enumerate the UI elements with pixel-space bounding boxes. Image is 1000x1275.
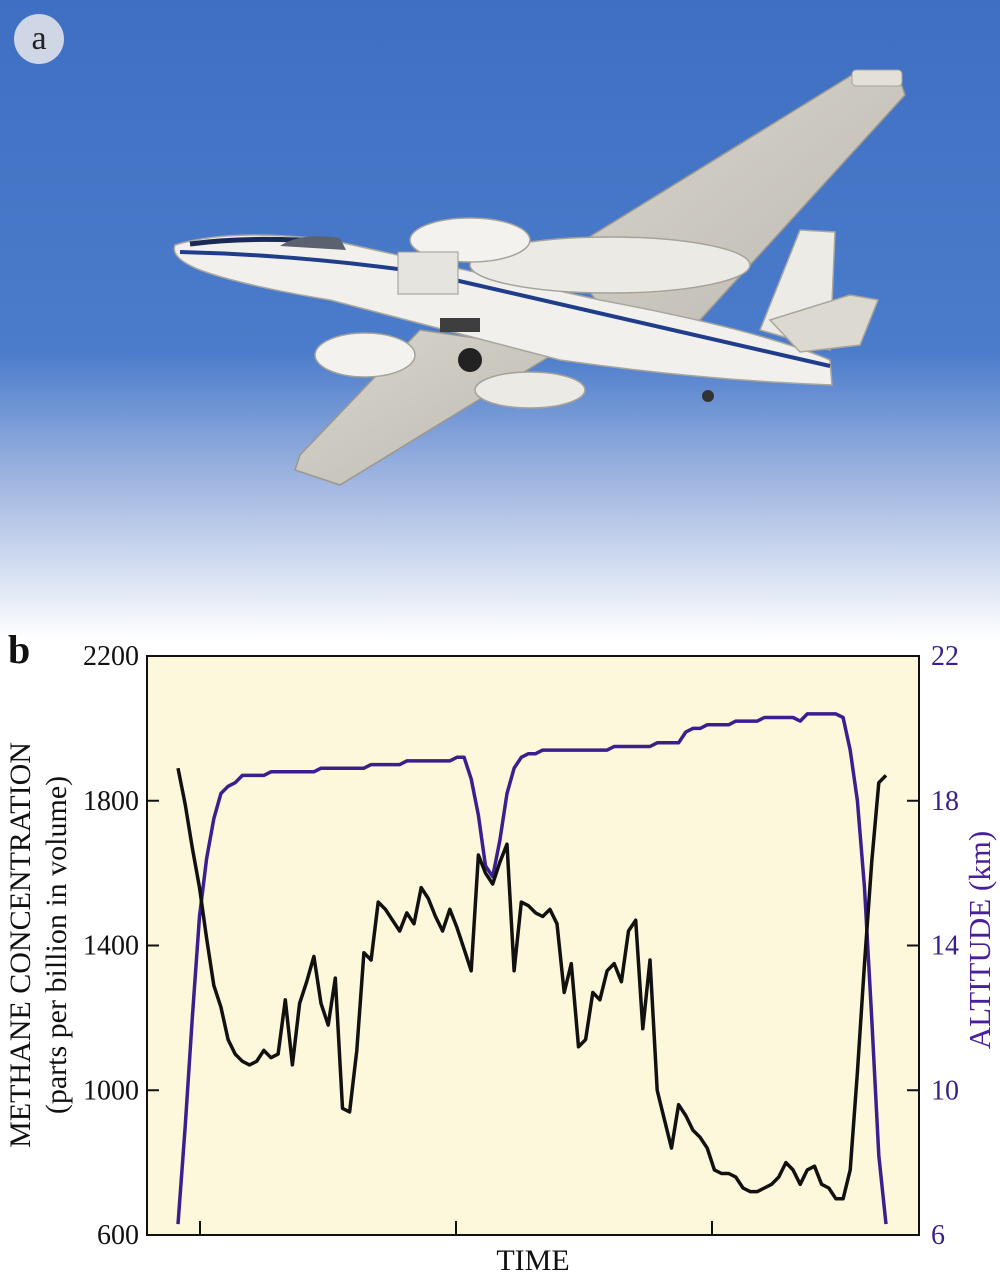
left-tick-label: 1000 <box>83 1075 139 1106</box>
right-tick-label: 10 <box>931 1075 959 1106</box>
left-tick-label: 1400 <box>83 931 139 962</box>
left-tick-label: 600 <box>97 1220 139 1251</box>
right-axis: 6 10 14 18 22 <box>907 641 959 1251</box>
y-axis-label-left-line2: (parts per billion in volume) <box>40 776 73 1114</box>
aircraft-photo: a <box>0 0 1000 640</box>
left-axis: 600 1000 1400 1800 2200 <box>83 641 159 1251</box>
right-tick-label: 6 <box>931 1220 945 1251</box>
plot-background <box>146 655 920 1236</box>
y-axis-label-left-line1: METHANE CONCENTRATION <box>4 742 37 1148</box>
right-tick-label: 18 <box>931 786 959 817</box>
panel-a-label: a <box>14 14 64 64</box>
x-axis-label: TIME <box>496 1244 569 1275</box>
altitude-line <box>176 712 888 1225</box>
methane-altitude-chart: 600 1000 1400 1800 2200 6 10 14 18 22 TIME METHA… <box>4 641 997 1275</box>
y-axis-label-right: ALTITUDE (km) <box>962 831 997 1049</box>
x-axis <box>199 1221 713 1235</box>
left-tick-label: 2200 <box>83 641 139 672</box>
right-tick-label: 14 <box>931 931 959 962</box>
left-tick-label: 1800 <box>83 786 139 817</box>
panel-b-label: b <box>8 627 31 672</box>
methane-line <box>176 767 888 1201</box>
right-tick-label: 22 <box>931 641 959 672</box>
